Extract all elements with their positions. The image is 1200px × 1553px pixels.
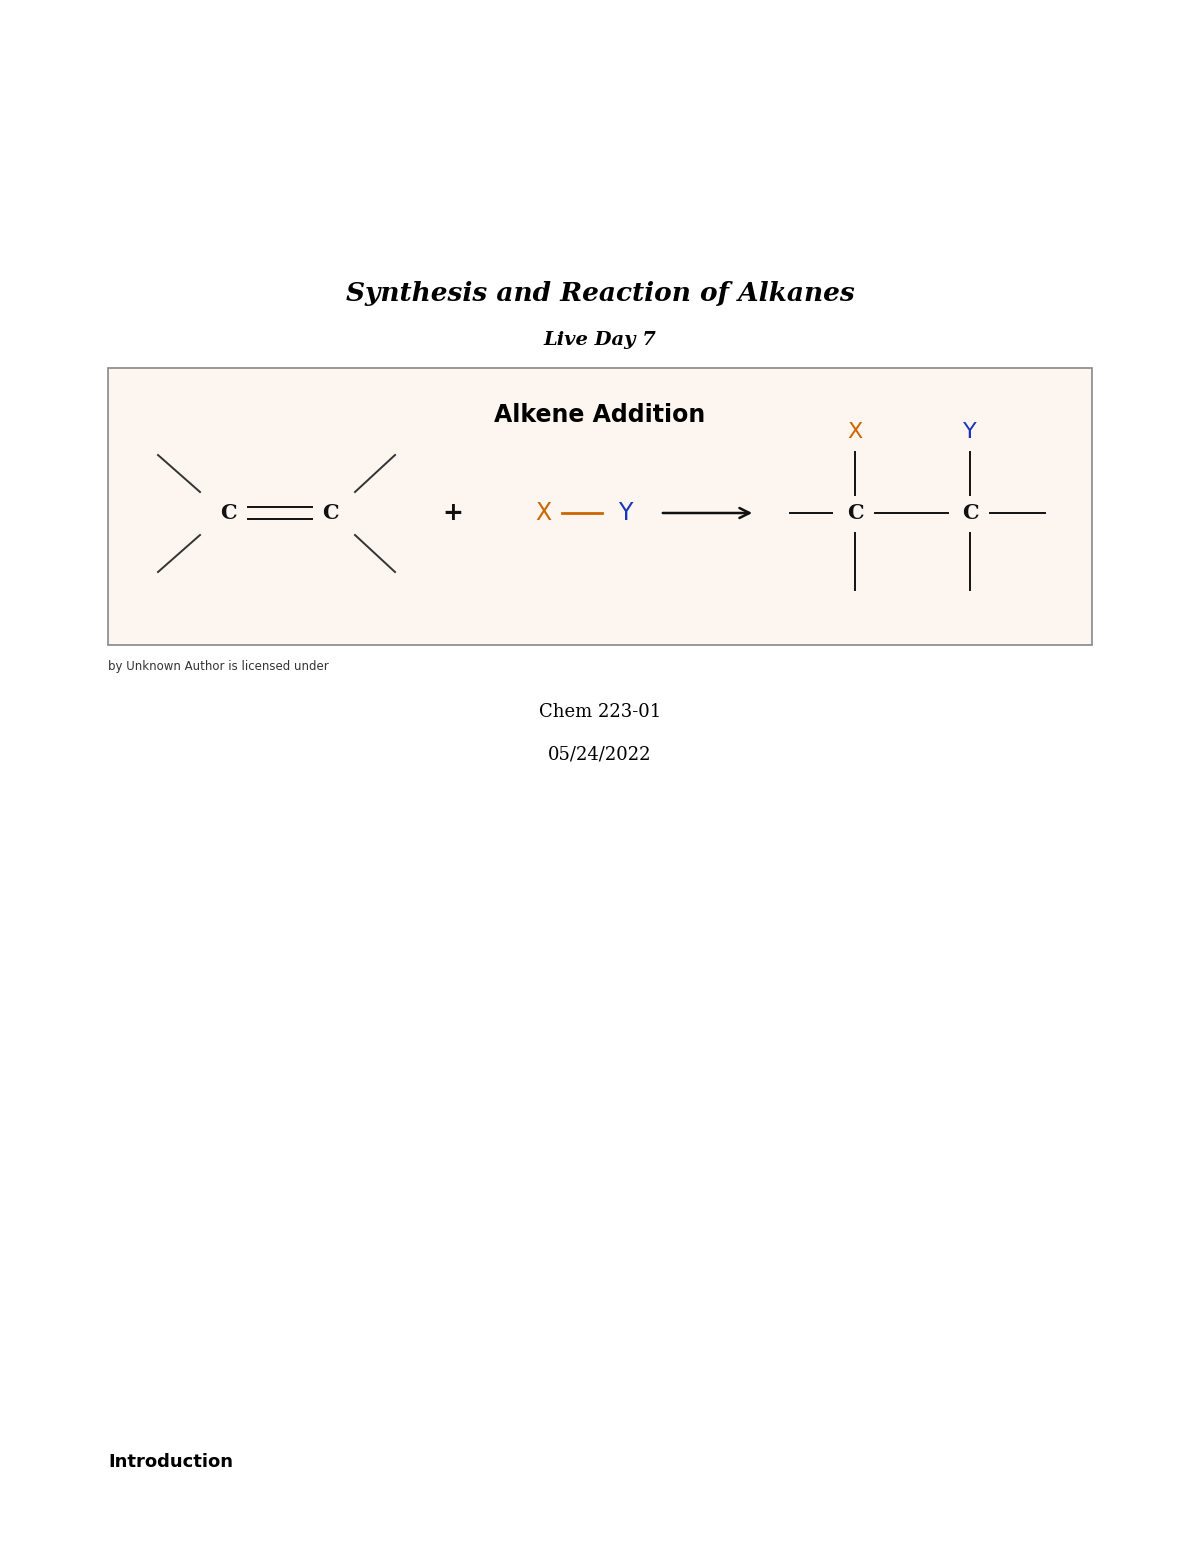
Text: Synthesis and Reaction of Alkanes: Synthesis and Reaction of Alkanes — [346, 281, 854, 306]
Text: Y: Y — [964, 422, 977, 443]
Text: Introduction: Introduction — [108, 1454, 233, 1471]
Text: X: X — [847, 422, 863, 443]
Text: Chem 223-01: Chem 223-01 — [539, 704, 661, 721]
Text: C: C — [322, 503, 338, 523]
FancyBboxPatch shape — [108, 368, 1092, 644]
Text: by Unknown Author is licensed under: by Unknown Author is licensed under — [108, 660, 329, 672]
Text: C: C — [847, 503, 863, 523]
Text: 05/24/2022: 05/24/2022 — [548, 745, 652, 764]
Text: +: + — [443, 502, 463, 525]
Text: C: C — [220, 503, 236, 523]
Text: Y: Y — [618, 502, 632, 525]
Text: X: X — [535, 502, 551, 525]
Text: Alkene Addition: Alkene Addition — [494, 402, 706, 427]
Text: Live Day 7: Live Day 7 — [544, 331, 656, 349]
Text: C: C — [961, 503, 978, 523]
